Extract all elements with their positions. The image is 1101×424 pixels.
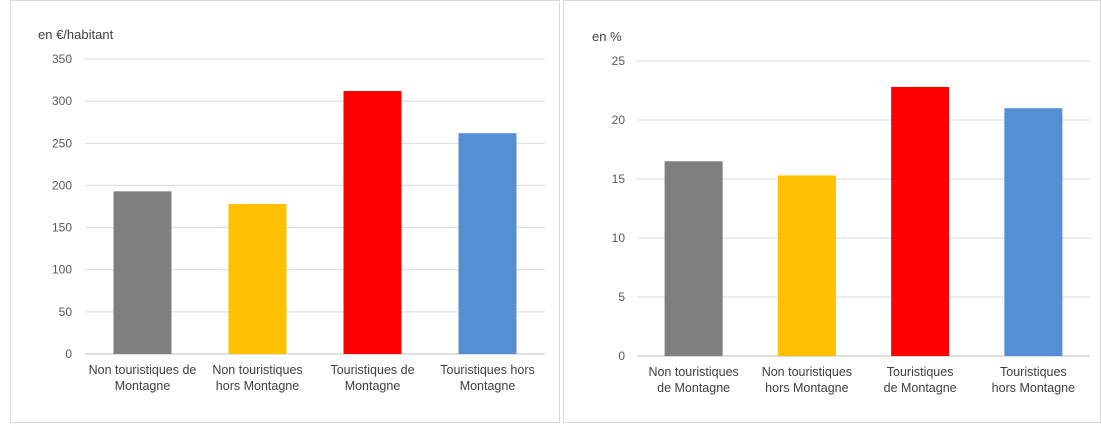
y-tick-label: 0 xyxy=(618,349,625,363)
bar xyxy=(891,86,950,357)
bar xyxy=(664,161,723,356)
category-label: hors Montagne xyxy=(765,381,848,395)
category-label: de Montagne xyxy=(657,381,730,395)
category-label: Touristiques de xyxy=(330,363,414,377)
y-tick-label: 0 xyxy=(65,347,72,361)
chart-right-svg: en % 0 5 10 15 20 25 Non touristiques de Montagn… xyxy=(592,29,1090,395)
category-label: Montagne xyxy=(345,379,401,393)
y-tick-label: 15 xyxy=(612,172,626,186)
bar xyxy=(777,175,836,356)
category-label: de Montagne xyxy=(884,381,957,395)
y-tick-label: 25 xyxy=(612,54,626,68)
y-tick-label: 200 xyxy=(52,178,72,192)
category-label: hors Montagne xyxy=(992,381,1075,395)
category-label: Non touristiques xyxy=(648,365,738,379)
y-tick-label: 150 xyxy=(52,221,72,235)
y-tick-label: 100 xyxy=(52,263,72,277)
bar xyxy=(113,191,172,354)
category-label: Non touristiques xyxy=(762,365,852,379)
category-label: hors Montagne xyxy=(216,379,299,393)
category-label: Touristiques xyxy=(1000,365,1067,379)
chart-panel-right: en % 0 5 10 15 20 25 Non touristiques de Montagn… xyxy=(563,0,1101,423)
y-tick-label: 50 xyxy=(59,305,73,319)
bar xyxy=(343,91,402,355)
chart-panel-left: en €/habitant 0 50 100 150 200 250 300 350 Non to… xyxy=(10,0,560,423)
category-label: Montagne xyxy=(115,379,171,393)
y-unit-label: en €/habitant xyxy=(38,27,114,42)
y-tick-label: 250 xyxy=(52,136,72,150)
category-label: Montagne xyxy=(460,379,516,393)
y-tick-label: 350 xyxy=(52,52,72,66)
category-label: Non touristiques de xyxy=(89,363,197,377)
chart-left-svg: en €/habitant 0 50 100 150 200 250 300 350 Non to… xyxy=(38,27,545,393)
category-label: Touristiques hors xyxy=(440,363,535,377)
category-label: Non touristiques xyxy=(212,363,302,377)
y-unit-label: en % xyxy=(592,29,622,44)
category-label: Touristiques xyxy=(887,365,954,379)
y-tick-label: 300 xyxy=(52,94,72,108)
y-tick-label: 20 xyxy=(612,113,626,127)
bar xyxy=(458,133,517,354)
bar xyxy=(228,203,287,354)
y-tick-label: 10 xyxy=(612,231,626,245)
y-tick-label: 5 xyxy=(618,290,625,304)
bar xyxy=(1004,108,1063,356)
